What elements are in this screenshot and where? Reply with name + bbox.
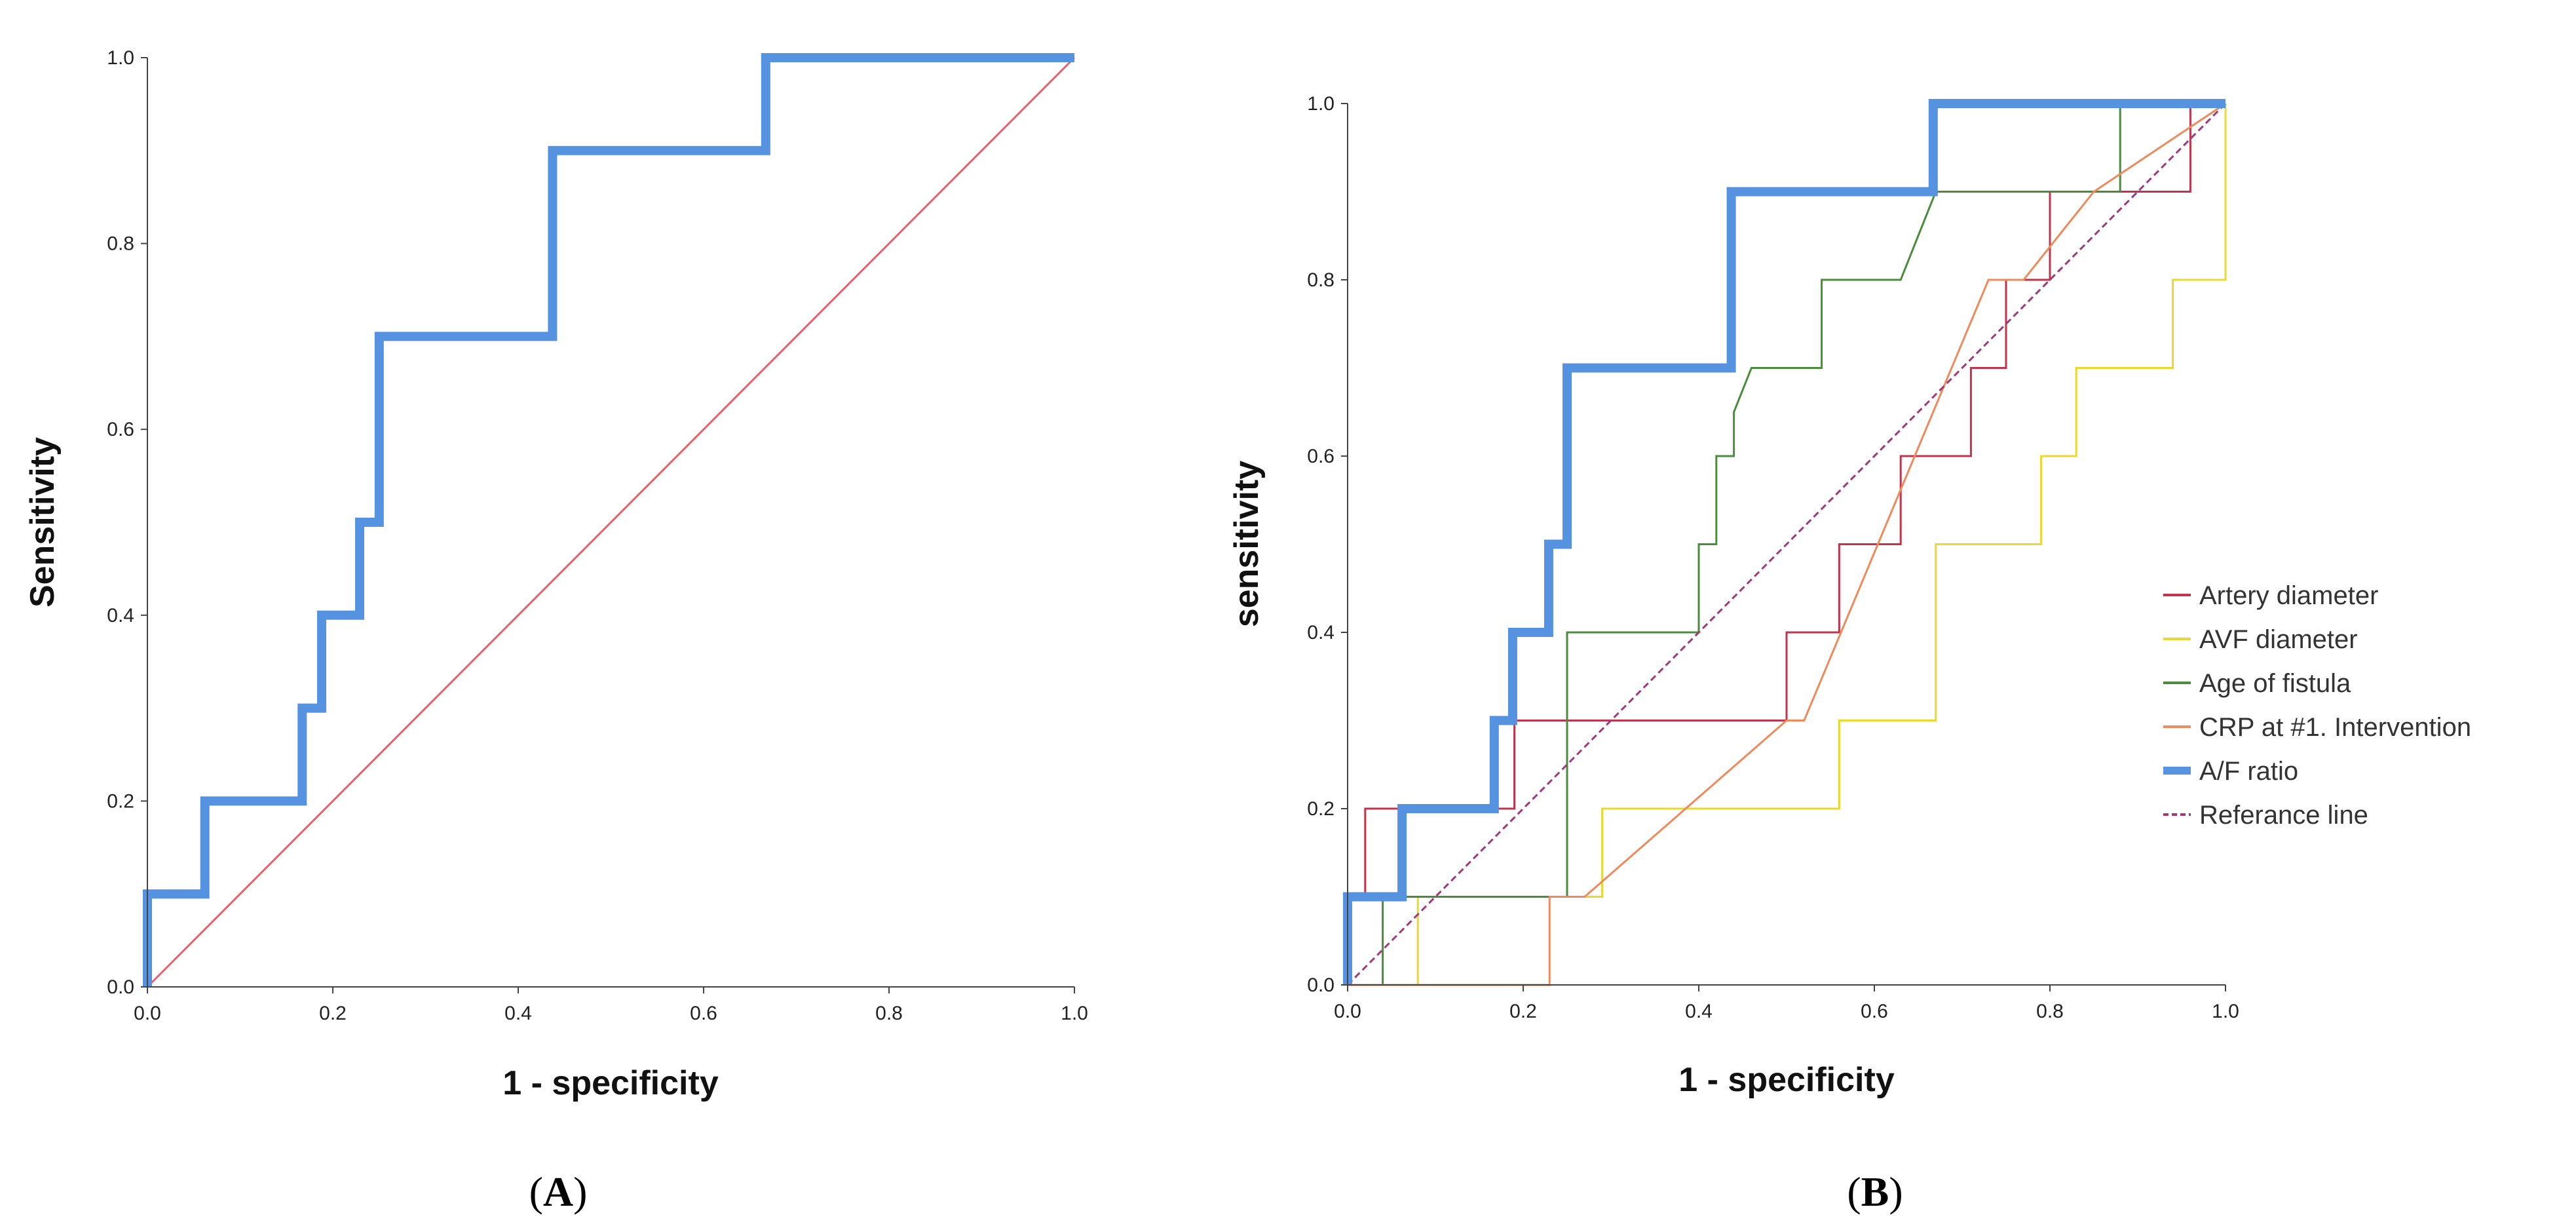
- y-tick-label: 0.4: [107, 605, 134, 626]
- panel-label-letter: A: [543, 1168, 573, 1215]
- y-tick-label: 0.4: [1307, 622, 1335, 644]
- x-tick-label: 0.4: [1685, 1001, 1713, 1022]
- series-line-a-f-ratio: [143, 53, 1074, 987]
- panel-label-open: (: [529, 1168, 543, 1215]
- y-tick-label: 0.2: [1307, 798, 1335, 820]
- panel-label-open: (: [1847, 1168, 1861, 1215]
- x-tick-label: 0.8: [2036, 1001, 2064, 1022]
- x-tick-label: 0.6: [690, 1003, 717, 1024]
- legend-label: CRP at #1. Intervention: [2199, 713, 2471, 742]
- legend-label: Age of fistula: [2199, 669, 2351, 698]
- y-axis-title-a: Sensitivity: [24, 437, 62, 607]
- legend-label: Artery diameter: [2199, 581, 2378, 610]
- y-tick-label: 0.0: [1307, 974, 1335, 996]
- y-tick-label: 0.6: [107, 419, 134, 440]
- x-axis-title-a: 1 - specificity: [502, 1064, 719, 1102]
- y-tick-label: 1.0: [107, 47, 134, 69]
- series-line-reference-line: [146, 56, 1076, 988]
- x-tick-label: 0.0: [1334, 1001, 1361, 1022]
- y-tick-label: 0.6: [1307, 446, 1335, 467]
- x-tick-label: 0.6: [1861, 1001, 1888, 1022]
- legend-b: Artery diameter AVF diameter Age of fistul…: [2163, 581, 2471, 830]
- legend-label: A/F ratio: [2199, 757, 2298, 786]
- legend-label: Referance line: [2199, 801, 2368, 830]
- x-tick-label: 0.8: [875, 1003, 903, 1024]
- x-axis-title-b: 1 - specificity: [1678, 1061, 1895, 1099]
- x-tick-label: 0.2: [1509, 1001, 1537, 1022]
- chart-panel-a: 0.0 0.2 0.4 0.6 0.8 1.0 0.0 0.2 0.4 0.6 0.8 1.0 1 -…: [24, 47, 1088, 1215]
- y-tick-label: 0.2: [107, 790, 134, 812]
- panel-label-letter: B: [1861, 1168, 1889, 1215]
- x-tick-label: 1.0: [2212, 1001, 2239, 1022]
- y-tick-label: 0.0: [107, 976, 134, 998]
- legend-label: AVF diameter: [2199, 625, 2358, 654]
- x-tick-label: 0.0: [134, 1003, 161, 1024]
- x-tick-label: 0.2: [319, 1003, 347, 1024]
- series-line-a-f-ratio: [1343, 99, 2226, 985]
- y-axis-title-b: sensitivity: [1228, 461, 1266, 627]
- panel-label-a: (A): [529, 1168, 588, 1215]
- x-tick-label: 0.4: [504, 1003, 532, 1024]
- y-tick-label: 0.8: [1307, 269, 1335, 291]
- chart-panel-b: 0.0 0.2 0.4 0.6 0.8 1.0 0.0 0.2 0.4 0.6 0.8 1.0 1 -…: [1228, 93, 2471, 1215]
- series-line-crp-at-1-intervention: [1348, 102, 2226, 986]
- panel-label-b: (B): [1847, 1168, 1903, 1215]
- series-line-referance-line: [1346, 102, 2227, 986]
- x-tick-label: 1.0: [1061, 1003, 1088, 1024]
- y-tick-label: 1.0: [1307, 93, 1335, 115]
- y-tick-label: 0.8: [107, 233, 134, 255]
- panel-label-close: ): [573, 1168, 587, 1215]
- panel-label-close: ): [1889, 1168, 1903, 1215]
